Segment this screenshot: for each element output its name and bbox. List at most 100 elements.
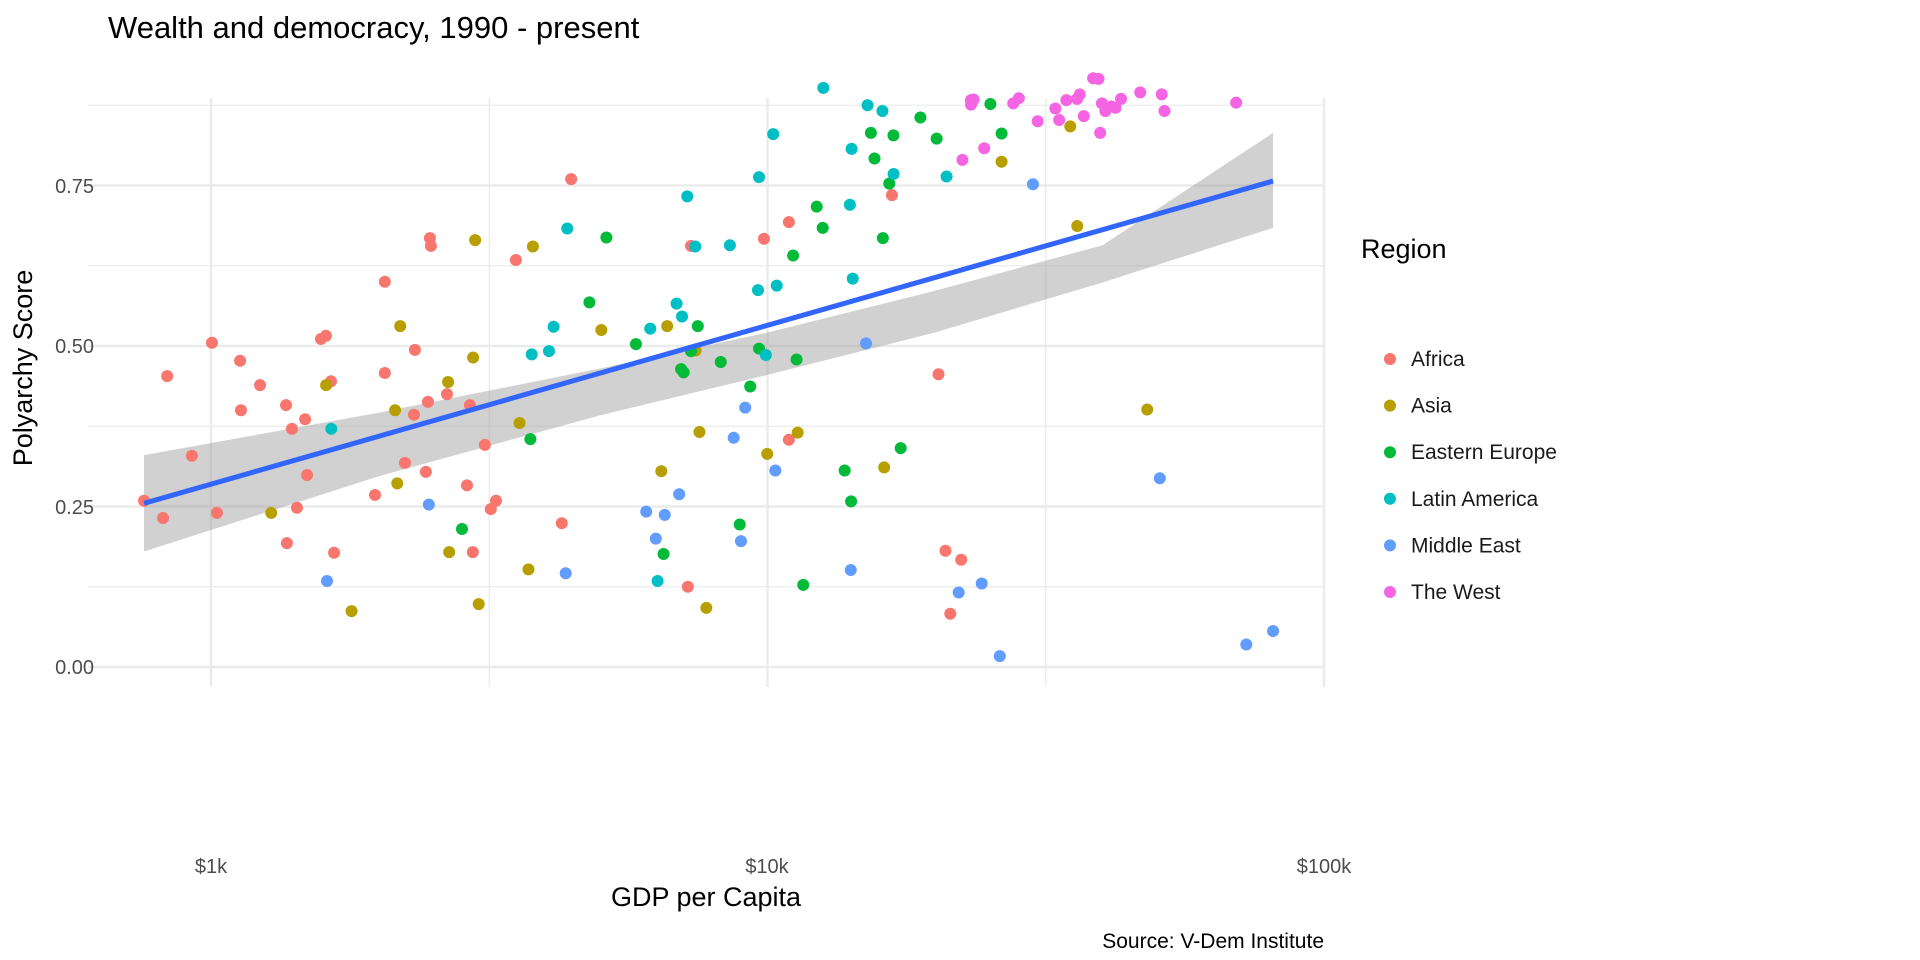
x-tick-label: $10k <box>745 856 789 878</box>
data-point <box>391 477 404 490</box>
data-point <box>670 297 683 310</box>
legend-label: Middle East <box>1411 534 1521 557</box>
data-point <box>320 379 333 392</box>
data-point <box>559 567 572 580</box>
data-point <box>767 128 780 141</box>
legend-label: Latin America <box>1411 488 1539 511</box>
data-point <box>378 366 391 379</box>
data-point <box>644 322 657 335</box>
data-point <box>651 574 664 587</box>
data-point <box>1115 92 1128 105</box>
data-point <box>676 310 689 323</box>
data-point <box>394 320 407 333</box>
data-point <box>319 329 332 342</box>
y-axis-title: Polyarchy Score <box>8 270 38 467</box>
data-point <box>526 240 539 253</box>
data-point <box>547 320 560 333</box>
data-point <box>868 152 881 165</box>
data-point <box>407 408 420 421</box>
data-point <box>681 190 694 203</box>
data-point <box>661 320 674 333</box>
y-tick-label: 0.50 <box>55 336 94 358</box>
data-point <box>978 142 991 155</box>
points <box>138 72 1280 663</box>
data-point <box>939 544 952 557</box>
data-point <box>1071 219 1084 232</box>
data-point <box>739 401 752 414</box>
data-point <box>513 417 526 430</box>
data-point <box>265 506 278 519</box>
data-point <box>440 388 453 401</box>
data-point <box>389 404 402 417</box>
data-point <box>280 537 293 550</box>
data-point <box>1092 72 1105 85</box>
data-point <box>1134 86 1147 99</box>
data-point <box>161 370 174 383</box>
legend-key <box>1384 539 1396 552</box>
data-point <box>595 323 608 336</box>
data-point <box>965 94 978 107</box>
legend-key <box>1384 353 1396 365</box>
data-point <box>1031 115 1044 128</box>
x-axis-title: GDP per Capita <box>611 882 802 912</box>
legend-key <box>1384 399 1396 412</box>
data-point <box>1012 92 1025 105</box>
data-point <box>254 379 267 392</box>
data-point <box>782 433 795 446</box>
data-point <box>234 354 247 367</box>
data-point <box>894 442 907 455</box>
data-point <box>583 296 596 309</box>
y-axis: 0.00 0.25 0.50 0.75 <box>55 176 94 679</box>
data-point <box>561 222 574 235</box>
data-point <box>843 198 856 211</box>
data-point <box>930 132 943 145</box>
data-point <box>693 426 706 439</box>
source-caption: Source: V-Dem Institute <box>1102 930 1324 953</box>
data-point <box>769 464 782 477</box>
data-point <box>658 508 671 521</box>
data-point <box>995 155 1008 168</box>
data-point <box>378 275 391 288</box>
data-point <box>757 232 770 245</box>
data-point <box>210 506 223 519</box>
data-point <box>408 343 421 356</box>
data-point <box>1094 126 1107 139</box>
data-point <box>797 578 810 591</box>
data-point <box>876 105 889 118</box>
data-point <box>734 535 747 548</box>
data-point <box>1049 102 1062 115</box>
data-point <box>629 338 642 351</box>
data-point <box>524 433 537 446</box>
data-point <box>157 512 170 525</box>
data-point <box>290 501 303 514</box>
data-point <box>689 240 702 253</box>
data-point <box>460 479 473 492</box>
data-point <box>301 469 314 482</box>
data-point <box>846 272 859 285</box>
data-point <box>984 97 997 110</box>
data-point <box>419 465 432 478</box>
data-point <box>878 461 891 474</box>
x-tick-label: $1k <box>195 856 228 878</box>
data-point <box>205 336 218 349</box>
data-point <box>810 200 823 213</box>
legend-label: Africa <box>1411 348 1465 371</box>
data-point <box>673 488 686 501</box>
trend-line-group <box>143 178 1274 506</box>
data-point <box>522 563 535 576</box>
data-point <box>325 422 338 435</box>
trend-line <box>143 178 1274 506</box>
data-point <box>944 607 957 620</box>
data-point <box>861 99 874 112</box>
data-point <box>753 171 766 184</box>
data-point <box>649 532 662 545</box>
data-point <box>714 356 727 369</box>
data-point <box>424 239 437 252</box>
legend: Region Africa Asia Eastern Europe Latin Ame… <box>1361 234 1557 604</box>
data-point <box>887 167 900 180</box>
data-point <box>555 517 568 530</box>
data-point <box>932 368 945 381</box>
data-point <box>1109 101 1122 114</box>
data-point <box>467 351 480 364</box>
